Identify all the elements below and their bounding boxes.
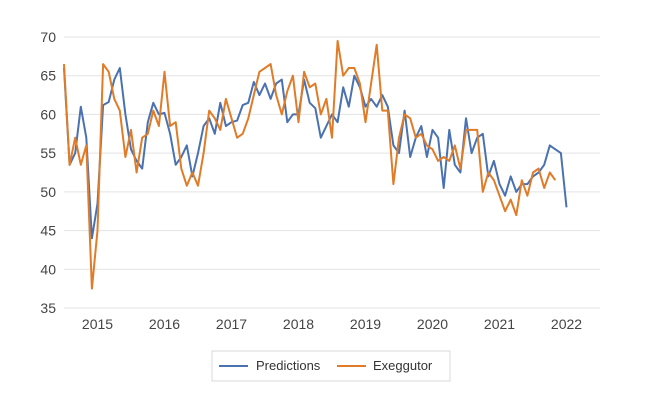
legend-box	[211, 350, 451, 382]
x-axis-tick-labels: 2015 2016 2017 2018 2019 2020 2021 2022	[82, 316, 582, 332]
x-tick-label: 2016	[149, 316, 180, 332]
y-tick-label: 45	[40, 223, 56, 239]
y-tick-label: 70	[40, 29, 56, 45]
x-tick-label: 2018	[283, 316, 314, 332]
y-tick-label: 35	[40, 300, 56, 316]
legend-label-exeggutor: Exeggutor	[373, 358, 433, 373]
x-tick-label: 2022	[551, 316, 582, 332]
y-tick-label: 40	[40, 261, 56, 277]
legend-label-predictions: Predictions	[256, 358, 321, 373]
series-lines	[63, 39, 568, 290]
series-line-exeggutor	[63, 39, 557, 290]
x-tick-label: 2015	[82, 316, 113, 332]
x-tick-label: 2019	[350, 316, 381, 332]
y-tick-label: 65	[40, 68, 56, 84]
gridlines	[64, 36, 600, 309]
x-tick-label: 2021	[484, 316, 515, 332]
series-line-predictions	[63, 67, 568, 240]
x-tick-label: 2020	[417, 316, 448, 332]
legend: Predictions Exeggutor	[211, 350, 451, 382]
y-tick-label: 50	[40, 184, 56, 200]
y-tick-label: 60	[40, 106, 56, 122]
y-tick-label: 55	[40, 145, 56, 161]
y-axis-tick-labels: 35 40 45 50 55 60 65 70	[40, 29, 56, 316]
x-tick-label: 2017	[216, 316, 247, 332]
